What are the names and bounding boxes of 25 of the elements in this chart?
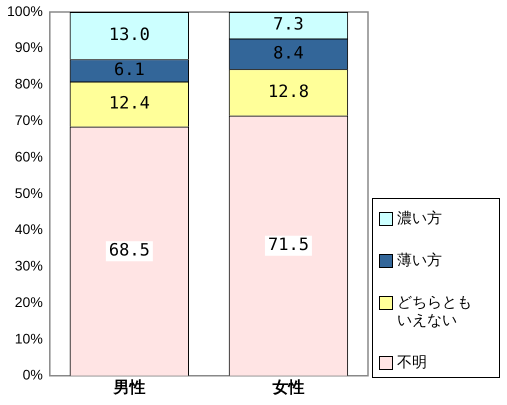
data-label: 12.4 bbox=[108, 93, 150, 114]
y-tick-label: 60% bbox=[14, 148, 43, 164]
y-tick-label: 80% bbox=[14, 76, 43, 92]
y-tick-label: 10% bbox=[14, 330, 43, 346]
y-tick-label: 90% bbox=[14, 39, 43, 56]
y-tick-label: 20% bbox=[14, 294, 43, 310]
y-tick-label: 40% bbox=[14, 221, 43, 238]
y-tick-label: 30% bbox=[14, 258, 43, 274]
y-tick-label: 100% bbox=[6, 2, 43, 19]
data-label: 13.0 bbox=[108, 25, 150, 46]
legend-label: どちらともいえない bbox=[397, 293, 473, 329]
data-label: 71.5 bbox=[268, 235, 309, 256]
data-label: 6.1 bbox=[114, 60, 145, 80]
x-tick-label: 男性 bbox=[112, 378, 146, 397]
legend-label: 濃い方 bbox=[397, 209, 443, 227]
y-tick-label: 0% bbox=[22, 366, 43, 383]
text: 不明 bbox=[397, 353, 428, 371]
data-label: 8.4 bbox=[273, 43, 304, 64]
y-tick-label: 70% bbox=[14, 112, 43, 128]
legend-label: 薄い方 bbox=[397, 251, 443, 269]
y-tick-label: 50% bbox=[14, 184, 43, 201]
x-tick-label: 女性 bbox=[271, 378, 304, 397]
data-label: 7.3 bbox=[273, 14, 304, 35]
data-label: 12.8 bbox=[268, 82, 309, 102]
data-label: 68.5 bbox=[108, 240, 150, 261]
